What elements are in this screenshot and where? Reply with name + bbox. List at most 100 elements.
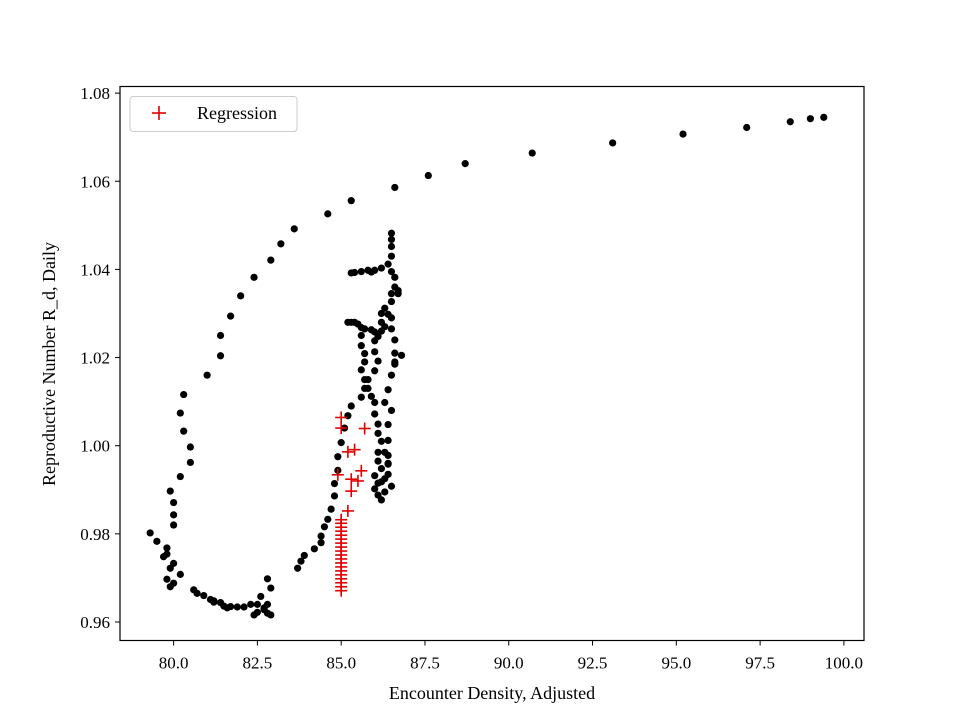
data-point <box>609 139 617 147</box>
data-point <box>377 496 386 504</box>
data-point <box>257 592 265 601</box>
data-point <box>377 264 386 272</box>
data-point <box>371 367 379 375</box>
data-point <box>461 160 469 168</box>
data-point <box>387 314 396 322</box>
data-point <box>210 598 218 606</box>
regression-points <box>331 411 371 597</box>
data-point <box>361 358 369 366</box>
data-point <box>391 336 399 344</box>
data-point <box>387 406 396 415</box>
data-point <box>357 366 365 374</box>
x-axis-label: Encounter Density, Adjusted <box>389 683 595 703</box>
data-point <box>424 171 432 180</box>
data-point <box>371 485 379 493</box>
data-point <box>371 398 379 407</box>
data-point <box>371 472 379 480</box>
data-point <box>743 123 751 132</box>
data-point <box>193 589 201 597</box>
data-point <box>226 312 235 320</box>
regression-point <box>335 584 348 597</box>
data-point <box>371 266 379 274</box>
data-point <box>387 297 396 306</box>
data-point <box>166 583 174 591</box>
data-point <box>361 349 369 358</box>
x-tick-label: 95.0 <box>661 654 691 673</box>
plot-area-frame <box>119 85 865 642</box>
y-tick-label: 1.00 <box>80 437 110 456</box>
data-point <box>364 375 372 384</box>
data-point <box>384 460 392 468</box>
data-point <box>170 511 178 519</box>
data-point <box>374 448 382 456</box>
regression-point <box>345 485 358 498</box>
x-tick-label: 97.5 <box>745 654 775 673</box>
data-point <box>391 183 399 192</box>
data-point <box>260 604 268 612</box>
regression-point <box>358 422 371 435</box>
legend-label-regression: Regression <box>197 103 277 123</box>
data-point <box>317 539 325 547</box>
data-point <box>387 229 396 237</box>
data-point <box>180 427 188 435</box>
data-point <box>377 318 386 326</box>
data-point <box>384 420 392 429</box>
data-point <box>330 492 339 500</box>
data-point <box>391 273 399 281</box>
data-point <box>384 386 392 394</box>
data-point <box>267 584 275 592</box>
data-point <box>216 352 225 360</box>
data-point <box>163 544 171 552</box>
data-point <box>176 409 184 417</box>
data-point <box>166 564 174 572</box>
data-point <box>347 197 355 205</box>
x-tick-label: 87.5 <box>410 654 440 673</box>
data-point <box>317 532 325 540</box>
x-tick-label: 100.0 <box>825 654 863 673</box>
data-point <box>387 252 396 260</box>
data-point <box>361 325 369 333</box>
y-tick-label: 0.96 <box>80 613 110 632</box>
data-point <box>223 604 231 612</box>
data-point <box>377 309 386 318</box>
data-point <box>253 600 262 608</box>
data-point <box>324 210 332 218</box>
data-point <box>240 603 248 611</box>
data-point <box>200 591 208 600</box>
regression-point <box>335 411 348 424</box>
x-axis-ticks: 80.0 82.5 85.0 87.5 90.0 92.5 95.0 97.5 100.0 <box>159 640 863 673</box>
data-point <box>250 611 258 619</box>
data-point <box>237 292 245 300</box>
data-point <box>384 451 392 459</box>
regression-point <box>341 445 354 458</box>
data-point <box>357 268 365 276</box>
data-point <box>294 564 302 572</box>
data-point <box>146 529 154 537</box>
data-point <box>528 149 536 157</box>
data-point <box>391 349 399 357</box>
data-point <box>374 357 382 365</box>
data-point <box>357 342 365 350</box>
data-point <box>310 545 318 553</box>
data-point <box>387 235 396 244</box>
data-point <box>367 392 375 400</box>
data-point <box>290 225 298 233</box>
data-point <box>820 113 828 121</box>
data-point <box>384 436 392 445</box>
y-tick-label: 1.04 <box>80 260 110 279</box>
data-point <box>381 398 389 407</box>
data-point <box>176 472 184 481</box>
regression-point <box>355 464 368 477</box>
data-point <box>786 118 794 126</box>
x-tick-label: 90.0 <box>494 654 524 673</box>
data-point <box>371 348 379 356</box>
data-point <box>176 570 184 578</box>
data-point <box>391 358 399 366</box>
y-tick-label: 0.98 <box>80 525 110 544</box>
data-point <box>170 521 178 529</box>
data-point <box>374 457 382 465</box>
x-tick-label: 85.0 <box>326 654 356 673</box>
data-point <box>263 575 272 583</box>
data-point <box>374 429 382 437</box>
data-point <box>334 453 342 461</box>
